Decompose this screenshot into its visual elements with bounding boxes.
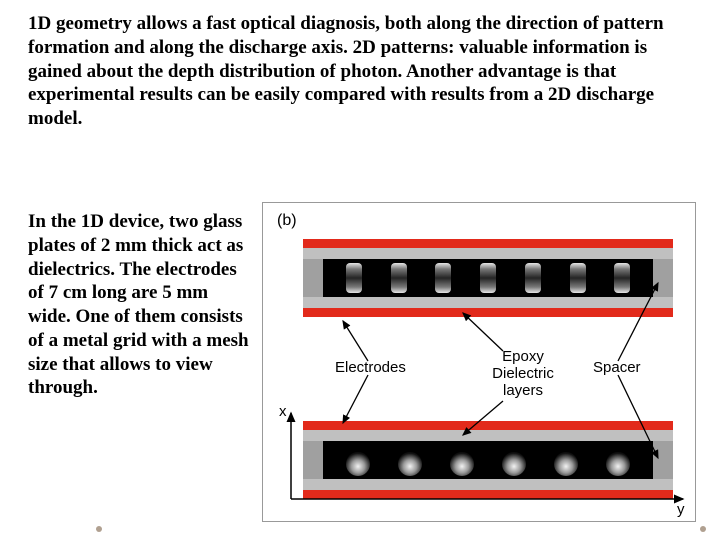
blob (445, 441, 479, 479)
top-electrode-lower (303, 308, 673, 317)
filament (385, 259, 413, 297)
epoxy-line2: Dielectric (492, 365, 554, 382)
y-axis-label: y (677, 501, 685, 518)
spacer-label: Spacer (593, 359, 641, 376)
filament (608, 259, 636, 297)
blob (341, 441, 375, 479)
panel-label: (b) (277, 212, 297, 230)
main-paragraph: 1D geometry allows a fast optical diagno… (28, 12, 692, 131)
device-bottom (303, 421, 673, 499)
slide-bullet (96, 526, 102, 532)
top-spacer-right (653, 259, 673, 297)
top-dielectric-lower (303, 297, 673, 308)
blob (497, 441, 531, 479)
bottom-gap (303, 441, 673, 479)
device-top (303, 239, 673, 317)
top-dielectric-upper (303, 248, 673, 259)
top-spacer-left (303, 259, 323, 297)
bottom-dielectric-upper (303, 430, 673, 441)
epoxy-label: Epoxy Dielectric layers (473, 348, 573, 399)
bottom-blob-row (323, 441, 653, 479)
slide-bullet (700, 526, 706, 532)
top-gap (303, 259, 673, 297)
filament (564, 259, 592, 297)
top-electrode-upper (303, 239, 673, 248)
bottom-electrode-lower (303, 490, 673, 499)
bottom-electrode-upper (303, 421, 673, 430)
top-filament-row (323, 259, 653, 297)
bottom-dielectric-lower (303, 479, 673, 490)
blob (393, 441, 427, 479)
blob (549, 441, 583, 479)
filament (429, 259, 457, 297)
electrodes-label: Electrodes (335, 359, 406, 376)
figure-panel: (b) (262, 202, 696, 522)
filament (519, 259, 547, 297)
blob (601, 441, 635, 479)
epoxy-line3: layers (503, 382, 543, 399)
bottom-spacer-right (653, 441, 673, 479)
filament (340, 259, 368, 297)
side-paragraph: In the 1D device, two glass plates of 2 … (28, 210, 253, 400)
bottom-spacer-left (303, 441, 323, 479)
filament (474, 259, 502, 297)
x-axis-label: x (279, 403, 287, 420)
epoxy-line1: Epoxy (502, 348, 544, 365)
